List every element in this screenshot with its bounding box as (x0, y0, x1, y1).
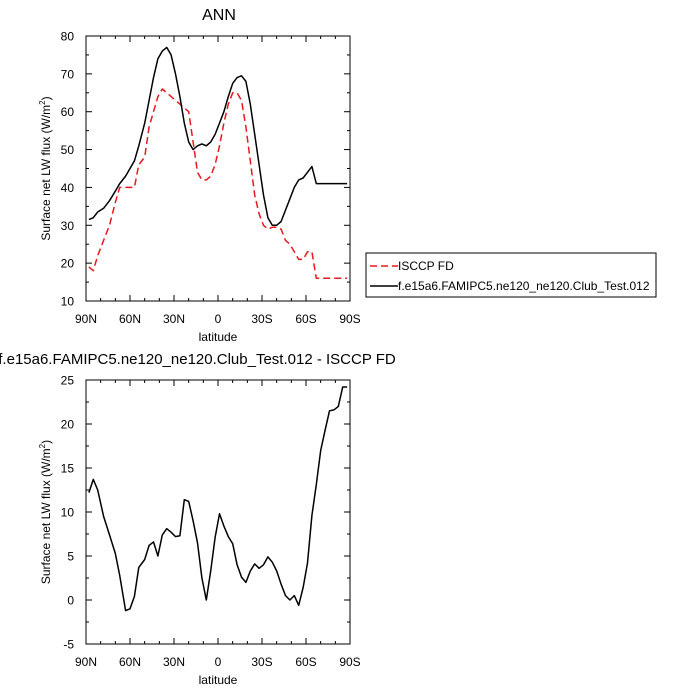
x-tick-label: 90S (339, 655, 360, 669)
x-tick-label: 30S (251, 312, 272, 326)
legend-label-2: f.e15a6.FAMIPC5.ne120_ne120.Club_Test.01… (398, 279, 650, 293)
x-tick-label: 0 (215, 312, 222, 326)
y-axis-label: Surface net LW flux (W/m2) (38, 96, 53, 240)
y-tick-label: 20 (61, 257, 75, 271)
x-axis-label: latitude (199, 673, 238, 687)
chart-title: f.e15a6.FAMIPC5.ne120_ne120.Club_Test.01… (0, 351, 396, 368)
legend-box (365, 252, 657, 298)
x-tick-label: 60S (295, 312, 316, 326)
y-tick-label: 15 (61, 462, 75, 476)
x-tick-label: 90N (75, 312, 97, 326)
series-line-1 (88, 386, 348, 612)
y-tick-label: 40 (61, 181, 75, 195)
chart-panel-2: f.e15a6.FAMIPC5.ne120_ne120.Club_Test.01… (0, 351, 396, 687)
x-tick-label: 30N (163, 312, 185, 326)
chart-panel-1: ANN 10 20 30 40 50 60 70 80 90N 60N 30N 0 30S 60S 90S la… (38, 7, 657, 344)
y-tick-label: 50 (61, 143, 75, 157)
x-tick-label: 30N (163, 655, 185, 669)
x-tick-label: 0 (215, 655, 222, 669)
x-axis-label: latitude (199, 330, 238, 344)
y-tick-label: 80 (61, 30, 75, 44)
y-tick-label: -5 (63, 638, 74, 652)
y-tick-label: 10 (61, 295, 75, 309)
legend: ISCCP FD f.e15a6.FAMIPC5.ne120_ne120.Club… (365, 252, 657, 298)
y-tick-label: 5 (67, 550, 74, 564)
x-tick-label: 60S (295, 655, 316, 669)
x-tick-label: 90S (339, 312, 360, 326)
series-line-1 (88, 88, 348, 280)
chart-title: ANN (202, 7, 236, 24)
x-tick-label: 60N (119, 655, 141, 669)
y-tick-label: 0 (67, 594, 74, 608)
y-tick-label: 20 (61, 418, 75, 432)
series-line-2 (88, 46, 348, 227)
plot-frame (85, 379, 351, 645)
x-tick-label: 30S (251, 655, 272, 669)
y-tick-label: 70 (61, 67, 75, 81)
x-tick-label: 90N (75, 655, 97, 669)
legend-label-1: ISCCP FD (398, 259, 454, 273)
y-tick-label: 10 (61, 506, 75, 520)
y-tick-label: 30 (61, 219, 75, 233)
x-tick-label: 60N (119, 312, 141, 326)
y-axis-label: Surface net LW flux (W/m2) (38, 440, 53, 584)
y-tick-label: 60 (61, 105, 75, 119)
y-tick-label: 25 (61, 374, 75, 388)
